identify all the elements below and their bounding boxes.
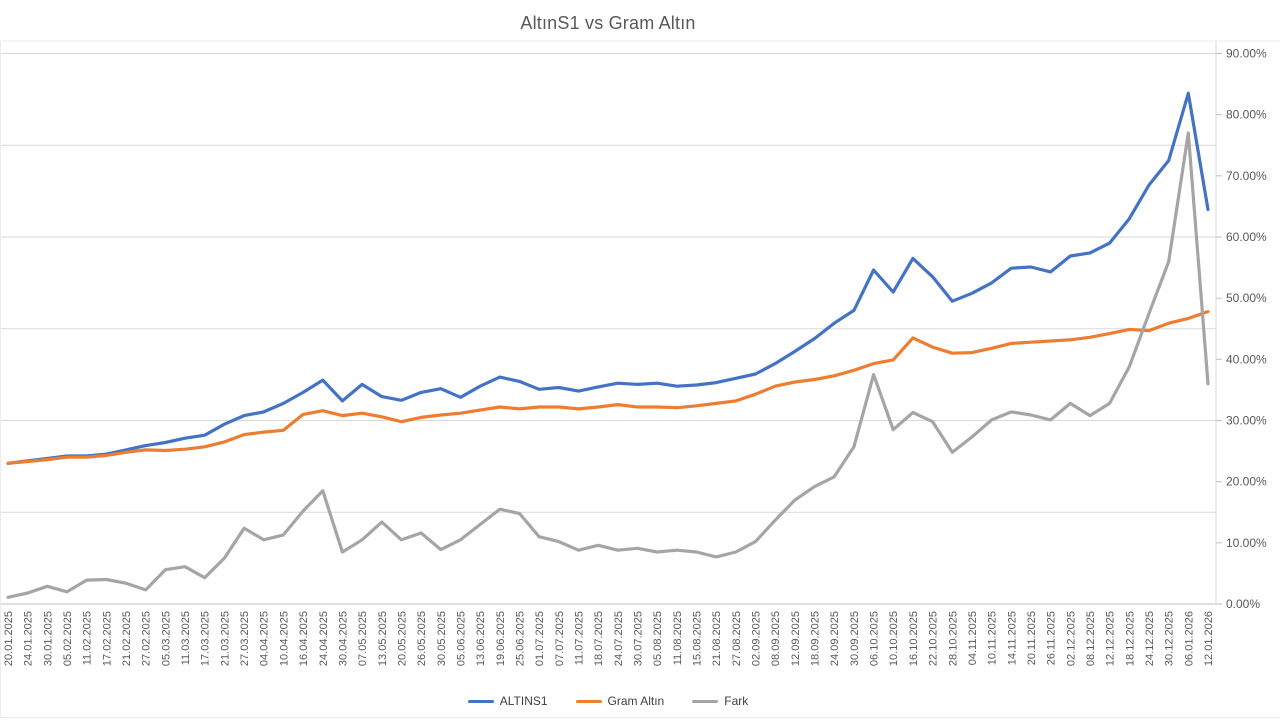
x-tick-label: 10.04.2025: [278, 611, 290, 666]
x-tick-label: 18.07.2025: [593, 611, 605, 666]
x-tick-label: 13.05.2025: [377, 611, 389, 666]
y-tick-label: 80.00%: [1226, 108, 1267, 122]
x-tick-label: 04.11.2025: [967, 611, 979, 665]
x-tick-label: 27.03.2025: [239, 611, 251, 666]
x-tick-label: 10.10.2025: [888, 611, 900, 666]
x-tick-label: 07.05.2025: [357, 611, 369, 666]
legend-label-altins1: ALTINS1: [499, 694, 548, 708]
x-tick-label: 11.07.2025: [573, 611, 585, 665]
altins1-line-swatch-icon: [467, 699, 494, 703]
x-tick-label: 11.02.2025: [82, 611, 94, 665]
x-axis-labels: 20.01.2025 24.01.2025 30.01.2025 05.02.2025…: [3, 611, 1215, 666]
y-tick-label: 10.00%: [1226, 536, 1267, 550]
y-tick-label: 50.00%: [1226, 291, 1267, 305]
x-tick-label: 02.09.2025: [751, 611, 763, 666]
y-tick-label: 30.00%: [1226, 414, 1267, 428]
x-tick-label: 24.04.2025: [318, 611, 330, 666]
x-tick-label: 25.06.2025: [514, 611, 526, 666]
x-tick-label: 21.02.2025: [121, 611, 133, 666]
x-tick-label: 27.08.2025: [731, 611, 743, 666]
x-tick-label: 21.03.2025: [219, 611, 231, 666]
x-tick-label: 26.05.2025: [416, 611, 428, 666]
chart-title: AltınS1 vs Gram Altın: [520, 13, 696, 33]
y-tick-label: 40.00%: [1226, 352, 1267, 366]
legend-item-altins1: ALTINS1: [467, 694, 548, 708]
x-tick-label: 11.08.2025: [672, 611, 684, 665]
x-tick-label: 08.12.2025: [1085, 611, 1097, 666]
x-tick-label: 24.12.2025: [1144, 611, 1156, 666]
y-tick-label: 60.00%: [1226, 230, 1267, 244]
x-tick-label: 22.10.2025: [928, 611, 940, 666]
x-tick-label: 20.05.2025: [396, 611, 408, 666]
legend: ALTINS1 Gram Altın Fark: [0, 694, 1216, 708]
fark-line-swatch-icon: [692, 699, 719, 703]
x-tick-label: 02.12.2025: [1065, 611, 1077, 666]
legend-label-gram-altin: Gram Altın: [607, 694, 665, 708]
x-tick-label: 06.10.2025: [869, 611, 881, 666]
x-tick-label: 05.08.2025: [652, 611, 664, 666]
x-tick-label: 28.10.2025: [947, 611, 959, 666]
x-tick-label: 12.09.2025: [790, 611, 802, 666]
x-tick-label: 16.10.2025: [908, 611, 920, 666]
x-tick-label: 12.01.2026: [1203, 611, 1215, 666]
x-tick-label: 05.06.2025: [455, 611, 467, 666]
y-tick-label: 90.00%: [1226, 47, 1267, 61]
legend-item-fark: Fark: [692, 694, 748, 708]
x-tick-label: 12.12.2025: [1105, 611, 1117, 666]
gridlines: [1, 53, 1216, 513]
x-tick-label: 21.08.2025: [711, 611, 723, 666]
series-line-altins1: [6, 91, 1210, 465]
x-tick-label: 04.04.2025: [259, 611, 271, 666]
x-tick-label: 20.11.2025: [1026, 611, 1038, 665]
legend-item-gram-altin: Gram Altın: [575, 694, 665, 708]
y-axis-labels: 90.00% 80.00% 70.00% 60.00% 50.00% 40.00% 30.0…: [1216, 47, 1267, 611]
x-tick-label: 24.09.2025: [829, 611, 841, 666]
y-tick-label: 20.00%: [1226, 475, 1267, 489]
x-tick-label: 16.04.2025: [298, 611, 310, 666]
x-tick-label: 08.09.2025: [770, 611, 782, 666]
gram-altin-line-swatch-icon: [575, 699, 602, 703]
x-tick-label: 27.02.2025: [141, 611, 153, 666]
x-tick-label: 11.03.2025: [180, 611, 192, 665]
x-tick-label: 18.09.2025: [810, 611, 822, 666]
x-tick-label: 30.01.2025: [42, 611, 54, 666]
x-tick-label: 07.07.2025: [554, 611, 566, 666]
x-tick-label: 30.12.2025: [1164, 611, 1176, 666]
x-tick-label: 01.07.2025: [534, 611, 546, 666]
x-tick-label: 14.11.2025: [1006, 611, 1018, 665]
x-tick-label: 30.07.2025: [633, 611, 645, 666]
x-tick-label: 30.05.2025: [436, 611, 448, 666]
x-tick-label: 26.11.2025: [1046, 611, 1058, 665]
x-tick-label: 20.01.2025: [3, 611, 15, 666]
legend-label-fark: Fark: [724, 694, 749, 708]
x-tick-label: 10.11.2025: [987, 611, 999, 665]
series-line-fark: [6, 131, 1210, 599]
x-tick-label: 05.02.2025: [62, 611, 74, 666]
x-tick-label: 24.01.2025: [23, 611, 35, 666]
x-tick-label: 30.04.2025: [337, 611, 349, 666]
series-line-gram-altın: [6, 310, 1210, 465]
x-tick-label: 05.03.2025: [160, 611, 172, 666]
x-tick-label: 06.01.2026: [1183, 611, 1195, 666]
x-tick-label: 15.08.2025: [692, 611, 704, 666]
y-tick-label: 70.00%: [1226, 169, 1267, 183]
x-tick-label: 30.09.2025: [849, 611, 861, 666]
x-tick-label: 18.12.2025: [1124, 611, 1136, 666]
x-tick-label: 17.03.2025: [200, 611, 212, 666]
x-tick-label: 19.06.2025: [495, 611, 507, 666]
x-tick-label: 13.06.2025: [475, 611, 487, 666]
x-tick-label: 17.02.2025: [101, 611, 113, 666]
x-tick-label: 24.07.2025: [613, 611, 625, 666]
y-tick-label: 0.00%: [1226, 597, 1260, 611]
